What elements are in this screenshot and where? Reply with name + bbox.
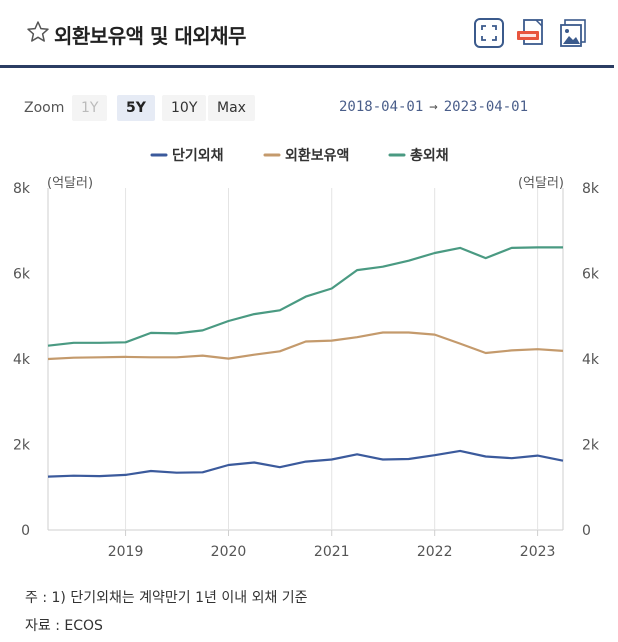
footnote: 주 : 1) 단기외채는 계약만기 1년 이내 외채 기준: [25, 590, 308, 606]
date-arrow: →: [429, 99, 438, 115]
x-tick-label: 2023: [520, 544, 556, 560]
expand-icon: [481, 25, 497, 41]
y-tick-label-right: 4k: [582, 352, 600, 368]
star-icon[interactable]: [26, 20, 50, 44]
page-title: 외환보유액 및 대외채무: [54, 24, 246, 48]
image-file-icon: [560, 19, 586, 47]
legend-item[interactable]: 단기외채: [172, 147, 224, 164]
zoom-max-button[interactable]: Max: [208, 95, 255, 121]
y-tick-label-left: 8k: [13, 181, 31, 197]
legend-item[interactable]: 총외채: [410, 147, 449, 164]
date-from[interactable]: 2018-04-01: [339, 99, 424, 115]
image-download-button[interactable]: [559, 18, 589, 48]
legend-item[interactable]: 외환보유액: [285, 147, 349, 164]
series-line: [47, 246, 563, 347]
y-tick-label-right: 8k: [582, 181, 600, 197]
range-selector: Zoom 1Y 5Y 10Y Max 2018-04-01 → 2023-04-01: [0, 92, 614, 124]
x-tick-label: 2022: [417, 544, 453, 560]
x-tick-label: 2021: [314, 544, 350, 560]
source-note: 자료 : ECOS: [25, 618, 103, 634]
date-to[interactable]: 2023-04-01: [443, 99, 529, 115]
zoom-5y-button[interactable]: 5Y: [117, 95, 155, 121]
data-download-button[interactable]: [516, 18, 546, 48]
y-tick-label-right: 6k: [582, 267, 600, 283]
line-chart: 2019 2020 2021 2022 2023 0 0 2k 2k 4k 4k 6k 6k 8k 8k (억…: [13, 147, 600, 560]
x-tick-label: 2020: [211, 544, 247, 560]
y-unit-label-left: (억달러): [47, 176, 93, 191]
y-tick-label-left: 0: [21, 523, 30, 539]
date-range: 2018-04-01 → 2023-04-01: [339, 99, 528, 115]
x-tick-label: 2019: [108, 544, 144, 560]
zoom-label: Zoom: [24, 100, 65, 116]
data-file-icon: [517, 19, 543, 45]
y-unit-label-right: (억달러): [518, 176, 564, 191]
series-line: [47, 449, 564, 478]
y-tick-label-left: 2k: [13, 438, 31, 454]
expand-button[interactable]: [474, 18, 504, 48]
series-line: [47, 331, 564, 361]
y-tick-label-left: 4k: [13, 352, 31, 368]
zoom-1y-button[interactable]: 1Y: [72, 95, 108, 121]
y-tick-label-left: 6k: [13, 267, 31, 283]
y-tick-label-right: 0: [582, 523, 591, 539]
y-tick-label-right: 2k: [582, 438, 600, 454]
zoom-10y-button[interactable]: 10Y: [162, 95, 207, 121]
chart-header: 외환보유액 및 대외채무: [0, 0, 614, 68]
